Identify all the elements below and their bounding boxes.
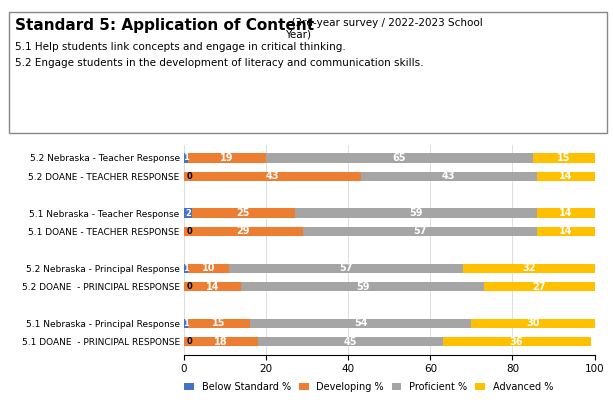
- Text: 59: 59: [409, 208, 423, 218]
- Bar: [303, 227, 537, 236]
- Text: 14: 14: [206, 282, 219, 292]
- Bar: [184, 319, 188, 328]
- Bar: [184, 227, 303, 236]
- Text: 0: 0: [186, 282, 192, 291]
- Text: 14: 14: [559, 171, 573, 181]
- Bar: [537, 227, 595, 236]
- Text: 45: 45: [343, 337, 357, 347]
- Text: 36: 36: [510, 337, 524, 347]
- Bar: [184, 154, 188, 162]
- Bar: [484, 282, 595, 291]
- Bar: [184, 172, 186, 181]
- Text: 18: 18: [214, 337, 227, 347]
- Text: 15: 15: [557, 153, 571, 163]
- Text: 43: 43: [442, 171, 455, 181]
- Text: 2: 2: [185, 209, 191, 218]
- Text: 25: 25: [237, 208, 250, 218]
- Bar: [188, 264, 229, 273]
- Text: 19: 19: [220, 153, 234, 163]
- Text: Standard 5: Application of Content: Standard 5: Application of Content: [15, 18, 314, 33]
- Bar: [463, 264, 595, 273]
- Text: 32: 32: [522, 263, 536, 273]
- Bar: [471, 319, 595, 328]
- Text: 5.2 Engage students in the development of literacy and communication skills.: 5.2 Engage students in the development o…: [15, 58, 424, 69]
- Text: (3rd-year survey / 2022-2023 School
Year): (3rd-year survey / 2022-2023 School Year…: [285, 18, 483, 40]
- Text: 15: 15: [212, 318, 226, 328]
- Bar: [533, 154, 595, 162]
- Text: 1: 1: [183, 319, 189, 328]
- Bar: [192, 208, 295, 218]
- Text: 5.1 Help students link concepts and engage in critical thinking.: 5.1 Help students link concepts and enga…: [15, 42, 346, 52]
- Bar: [188, 154, 266, 162]
- Text: 43: 43: [265, 171, 279, 181]
- Bar: [242, 282, 484, 291]
- Bar: [188, 319, 249, 328]
- Bar: [266, 154, 533, 162]
- Bar: [295, 208, 537, 218]
- Bar: [184, 337, 186, 346]
- Text: 10: 10: [202, 263, 215, 273]
- Bar: [249, 319, 471, 328]
- Text: 1: 1: [183, 154, 189, 162]
- Bar: [537, 172, 595, 181]
- Text: 0: 0: [186, 172, 192, 181]
- Bar: [184, 227, 186, 236]
- Text: 0: 0: [186, 337, 192, 346]
- Text: 54: 54: [354, 318, 367, 328]
- Text: 57: 57: [413, 226, 427, 237]
- Text: 0: 0: [186, 227, 192, 236]
- Bar: [184, 172, 360, 181]
- Text: 1: 1: [183, 264, 189, 273]
- Bar: [184, 208, 192, 218]
- Bar: [184, 282, 242, 291]
- Text: 57: 57: [340, 263, 353, 273]
- Legend: Below Standard %, Developing %, Proficient %, Advanced %: Below Standard %, Developing %, Proficie…: [181, 378, 557, 396]
- Text: 29: 29: [237, 226, 250, 237]
- Bar: [229, 264, 463, 273]
- Bar: [184, 337, 258, 346]
- Text: 30: 30: [526, 318, 540, 328]
- Bar: [258, 337, 443, 346]
- Bar: [184, 264, 188, 273]
- Bar: [537, 208, 595, 218]
- Bar: [443, 337, 590, 346]
- Bar: [360, 172, 537, 181]
- Bar: [184, 282, 186, 291]
- Text: 59: 59: [356, 282, 369, 292]
- Text: 14: 14: [559, 226, 573, 237]
- Text: 65: 65: [393, 153, 406, 163]
- Text: 27: 27: [533, 282, 546, 292]
- Text: 14: 14: [559, 208, 573, 218]
